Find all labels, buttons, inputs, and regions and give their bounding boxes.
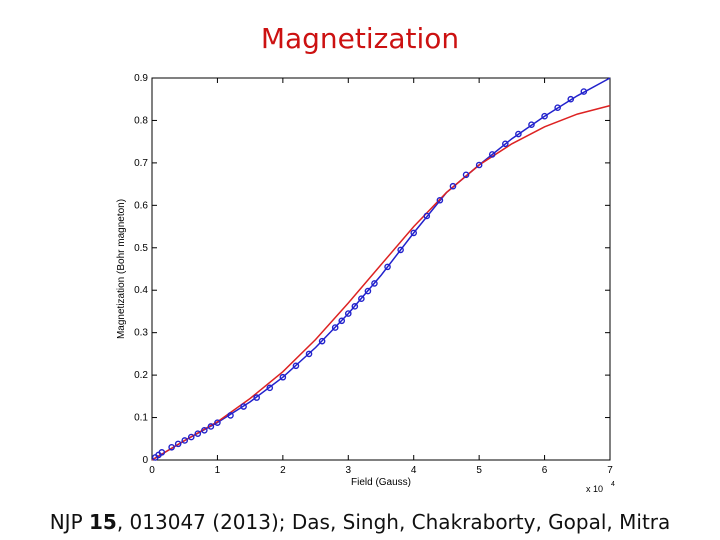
data-point bbox=[449, 182, 457, 190]
data-point bbox=[318, 337, 326, 345]
data-point bbox=[201, 426, 208, 434]
x-tick-label: 7 bbox=[607, 465, 613, 476]
x-tick-label: 2 bbox=[280, 465, 286, 476]
data-point bbox=[344, 310, 352, 317]
data-point bbox=[488, 151, 496, 158]
y-tick-label: 0.9 bbox=[134, 73, 148, 84]
y-tick-label: 0.8 bbox=[134, 115, 148, 126]
data-point bbox=[207, 423, 215, 430]
data-point bbox=[423, 212, 431, 220]
data-point bbox=[410, 229, 418, 237]
data-point bbox=[227, 412, 234, 419]
data-point bbox=[214, 419, 221, 426]
data-point bbox=[331, 324, 339, 331]
y-tick-label: 0.7 bbox=[134, 158, 148, 169]
data-point bbox=[292, 362, 300, 370]
data-point bbox=[358, 295, 365, 303]
y-tick-label: 0.5 bbox=[134, 243, 148, 254]
data-point bbox=[397, 246, 404, 254]
plot-frame bbox=[151, 77, 611, 461]
y-tick-label: 0.2 bbox=[134, 370, 148, 381]
y-axis-label: Magnetization (Bohr magneton) bbox=[116, 199, 127, 339]
data-point bbox=[384, 263, 391, 271]
caption-prefix: NJP bbox=[49, 510, 89, 534]
y-tick-label: 0.3 bbox=[134, 328, 148, 339]
y-tick-label: 0.6 bbox=[134, 200, 148, 211]
data-point bbox=[364, 287, 372, 295]
data-point bbox=[462, 171, 470, 179]
data-point bbox=[554, 104, 561, 112]
data-point bbox=[541, 112, 548, 120]
y-tick-label: 0.1 bbox=[134, 413, 148, 424]
x-tick-label: 6 bbox=[542, 465, 548, 476]
data-point bbox=[266, 384, 274, 392]
x-multiplier-exponent: 4 bbox=[611, 481, 615, 488]
data-point bbox=[174, 440, 182, 448]
y-tick-label: 0.4 bbox=[134, 285, 148, 296]
y-tick-label: 0 bbox=[142, 455, 148, 466]
x-tick-label: 5 bbox=[476, 465, 482, 476]
data-point bbox=[580, 88, 588, 95]
data-point bbox=[436, 196, 444, 204]
data-point bbox=[253, 394, 260, 401]
data-point bbox=[187, 433, 195, 441]
data-point bbox=[502, 140, 509, 148]
x-tick-label: 4 bbox=[411, 465, 417, 476]
x-tick-label: 1 bbox=[215, 465, 221, 476]
caption-volume: 15 bbox=[89, 510, 117, 534]
magnetization-chart: 0 0.1 0.2 0.3 0.4 0.5 0.6 0.7 0.8 0.9 0 1 2 3 4 5 6 7 Fiel… bbox=[108, 66, 628, 502]
data-point bbox=[528, 121, 535, 128]
x-tick-label: 0 bbox=[149, 465, 155, 476]
data-point bbox=[475, 161, 483, 169]
data-point bbox=[567, 95, 575, 103]
x-multiplier-label: x 10 bbox=[586, 484, 603, 494]
data-point bbox=[158, 449, 166, 456]
data-point bbox=[279, 373, 287, 381]
data-point bbox=[181, 437, 189, 444]
caption-rest: , 013047 (2013); Das, Singh, Chakraborty… bbox=[116, 510, 671, 534]
x-axis-label: Field (Gauss) bbox=[351, 477, 411, 488]
data-point bbox=[515, 130, 522, 138]
data-point bbox=[371, 280, 378, 287]
data-point bbox=[240, 403, 247, 410]
data-point bbox=[305, 350, 313, 358]
data-point bbox=[351, 303, 359, 310]
x-tick-label: 3 bbox=[346, 465, 352, 476]
chart-svg: 0 0.1 0.2 0.3 0.4 0.5 0.6 0.7 0.8 0.9 0 1 2 3 4 5 6 7 Fiel… bbox=[116, 73, 615, 494]
data-point bbox=[194, 430, 202, 437]
data-point bbox=[338, 317, 346, 325]
data-point bbox=[168, 443, 175, 451]
citation-caption: NJP 15, 013047 (2013); Das, Singh, Chakr… bbox=[0, 510, 720, 534]
slide-title: Magnetization bbox=[260, 22, 460, 55]
